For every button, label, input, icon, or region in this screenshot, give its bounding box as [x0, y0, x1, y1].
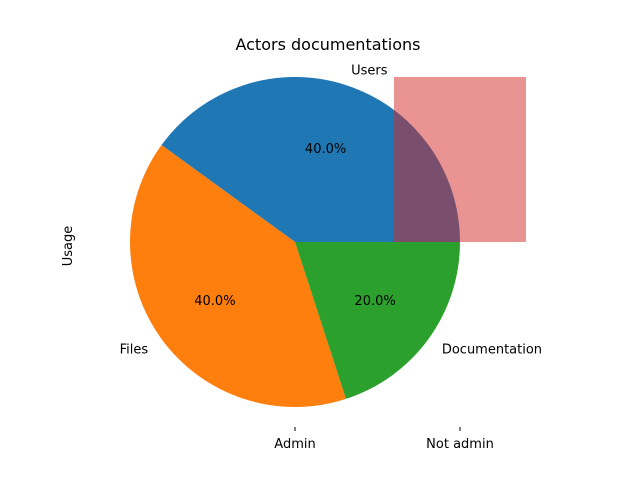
pct-label-users: 40.0% [305, 142, 346, 157]
slice-label-documentation: Documentation [442, 343, 542, 358]
x-tick-label: Not admin [426, 437, 494, 452]
pct-label-files: 40.0% [194, 294, 235, 309]
pct-label-documentation: 20.0% [354, 294, 395, 309]
x-axis-ticks: Admin Not admin [274, 427, 494, 452]
x-tick-label: Admin [274, 437, 315, 452]
pie-slices [130, 77, 460, 407]
pie-slice-users [161, 77, 460, 242]
pie-slice-files [130, 145, 346, 407]
slice-labels: 40.0% Users 40.0% Files 20.0% Documentation [120, 63, 542, 357]
slice-label-users: Users [351, 63, 388, 78]
chart-title: Actors documentations [235, 35, 420, 54]
y-axis-label: Usage [61, 226, 76, 267]
pie-slice-documentation [295, 242, 460, 399]
slice-label-files: Files [120, 343, 149, 358]
overlay-group [394, 77, 526, 242]
overlay-rectangle [394, 77, 526, 242]
